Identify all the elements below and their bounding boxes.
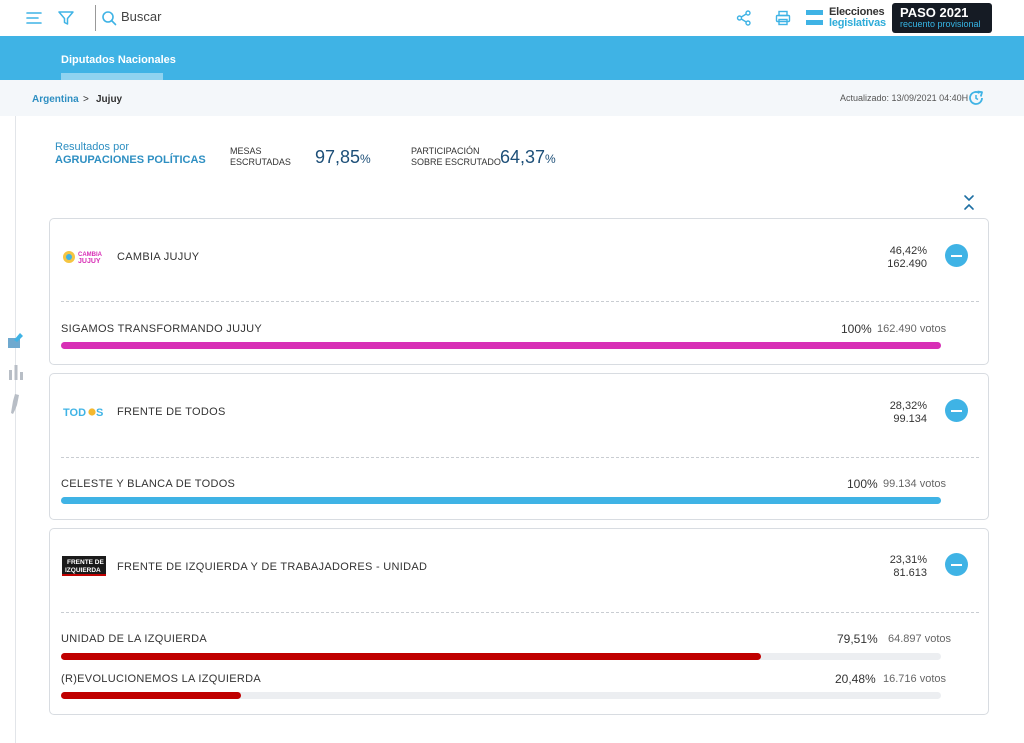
tab-active-indicator [61,73,163,80]
mesas-number: 97,85 [315,147,361,167]
bar-chart-icon[interactable] [6,362,26,382]
party-name: FRENTE DE IZQUIERDA Y DE TRABAJADORES - … [117,561,428,573]
svg-text:CAMBIA: CAMBIA [78,252,103,258]
top-bar: Buscar Elecciones legislativas PASO 2021… [0,0,1024,36]
list-bar-fill [61,497,941,504]
mesas-label-line1: MESAS [230,146,262,156]
side-rail [15,116,16,743]
brand-line2: legislativas [829,17,886,29]
list-percentage: 100% [841,322,872,336]
list-percentage: 79,51% [837,632,878,646]
breadcrumb-separator: > [83,94,89,105]
mesas-label: MESAS ESCRUTADAS [230,146,291,168]
party-card: FRENTE DE IZQUIERDA FRENTE DE IZQUIERDA Y… [49,528,989,715]
participacion-label: PARTICIPACIÓN SOBRE ESCRUTADO [411,146,501,168]
list-votes: 16.716 votos [883,673,946,685]
party-percentage: 46,42% [889,245,927,257]
paso-title: PASO 2021 [900,5,969,20]
party-name: CAMBIA JUJUY [117,251,200,263]
print-icon[interactable] [773,8,793,28]
mesas-label-line2: ESCRUTADAS [230,157,291,167]
filter-icon[interactable] [56,8,76,28]
party-result: 46,42% 162.490 [887,245,927,271]
list-bar-fill [61,653,761,660]
divider [61,301,979,302]
list-bar-fill [61,342,941,349]
party-result: 23,31% 81.613 [890,554,927,580]
cambia-jujuy-logo: CAMBIA JUJUY [62,247,106,267]
list-bar-fill [61,692,242,699]
svg-text:FRENTE DE: FRENTE DE [67,559,105,566]
participacion-pct-sign: % [545,152,556,166]
summary-grouping[interactable]: AGRUPACIONES POLÍTICAS [55,154,206,166]
list-votes: 99.134 votos [883,478,946,490]
collapse-party-button[interactable] [945,244,968,267]
divider [61,612,979,613]
menu-icon[interactable] [24,8,44,28]
party-percentage: 23,31% [889,554,927,566]
paso-badge: PASO 2021 recuento provisional [892,3,992,33]
list-votes: 64.897 votos [888,633,951,645]
list-bar-track [61,653,941,660]
todos-logo: TOD S [62,402,106,422]
divider [61,457,979,458]
list-name: CELESTE Y BLANCA DE TODOS [61,478,236,490]
svg-text:JUJUY: JUJUY [78,258,101,265]
breadcrumb-argentina[interactable]: Argentina [32,94,79,105]
svg-text:IZQUIERDA: IZQUIERDA [65,567,101,574]
search-input[interactable]: Buscar [121,9,162,24]
breadcrumb-current: Jujuy [96,94,123,105]
list-percentage: 100% [847,477,878,491]
party-card: TOD S FRENTE DE TODOS 28,32% 99.134 CELES… [49,373,989,520]
list-bar-track [61,342,941,349]
frente-izquierda-logo: FRENTE DE IZQUIERDA [62,556,106,576]
mesas-pct-sign: % [360,152,371,166]
brand-line1: Elecciones [829,6,885,18]
ballot-icon[interactable] [6,330,26,350]
party-percentage: 28,32% [889,400,927,412]
refresh-icon[interactable] [967,89,985,107]
list-votes: 162.490 votos [877,323,947,335]
search-icon[interactable] [99,8,119,28]
party-result: 28,32% 99.134 [890,400,927,426]
elecciones-logo: Elecciones legislativas [806,6,886,30]
list-name: SIGAMOS TRANSFORMANDO JUJUY [61,323,263,335]
list-name: (R)EVOLUCIONEMOS LA IZQUIERDA [61,673,262,685]
participacion-label-line2: SOBRE ESCRUTADO [411,157,501,167]
collapse-all-icon[interactable] [961,194,977,212]
list-name: UNIDAD DE LA IZQUIERDA [61,633,207,645]
updated-timestamp: Actualizado: 13/09/2021 04:40H [840,93,969,103]
tab-bar: Diputados Nacionales [0,36,1024,80]
list-percentage: 20,48% [835,672,876,686]
map-icon[interactable] [6,393,26,414]
list-bar-track [61,497,941,504]
party-name: FRENTE DE TODOS [117,406,226,418]
collapse-party-button[interactable] [945,399,968,422]
mesas-value: 97,85% [315,147,371,168]
party-votes: 99.134 [893,413,927,425]
party-votes: 162.490 [887,258,927,270]
list-bar-track [61,692,941,699]
svg-text:TOD: TOD [63,407,86,419]
party-votes: 81.613 [893,567,927,579]
participacion-number: 64,37 [500,147,546,167]
collapse-party-button[interactable] [945,553,968,576]
tab-diputados-nacionales[interactable]: Diputados Nacionales [61,54,176,66]
summary-label: Resultados por [55,141,129,153]
party-card: CAMBIA JUJUY CAMBIA JUJUY 46,42% 162.490 … [49,218,989,365]
share-icon[interactable] [734,8,754,28]
paso-subtitle: recuento provisional [900,19,981,29]
participacion-value: 64,37% [500,147,556,168]
flag-icon [806,10,823,25]
svg-text:S: S [96,407,103,419]
search-divider [95,5,96,31]
breadcrumb-bar: Argentina > Jujuy Actualizado: 13/09/202… [0,80,1024,116]
participacion-label-line1: PARTICIPACIÓN [411,146,480,156]
